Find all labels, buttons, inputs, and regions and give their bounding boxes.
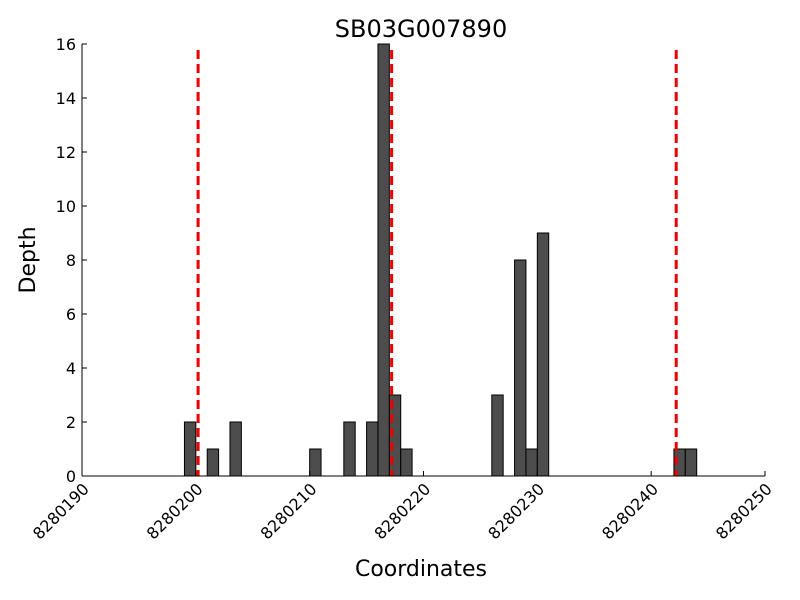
bar-9 [491,394,504,477]
y-tick-label-1: 2 [66,413,76,432]
bar-12 [536,232,550,477]
y-tick-label-0: 0 [66,467,76,486]
y-tick-label-7: 14 [56,89,76,108]
reference-lines-layer [196,50,678,476]
bar-2 [229,421,242,477]
y-tick-label-5: 10 [56,197,76,216]
bar-8 [400,448,413,477]
x-axis-title: Coordinates [355,557,487,582]
chart-title: SB03G007890 [335,15,507,43]
y-tick-label-3: 6 [66,305,76,324]
y-tick-label-4: 8 [66,251,76,270]
y-tick-label-6: 12 [56,143,76,162]
bar-11 [525,448,538,477]
y-tick-label-8: 16 [56,35,76,54]
bar-14 [684,448,698,477]
bar-3 [309,448,322,477]
bar-4 [343,421,356,477]
bar-5 [366,421,379,477]
bar-10 [514,259,527,477]
y-axis-title: Depth [16,226,41,293]
bar-1 [206,448,220,477]
bar-6 [377,43,390,477]
bar-0 [183,421,197,477]
y-tick-label-2: 4 [66,359,76,378]
